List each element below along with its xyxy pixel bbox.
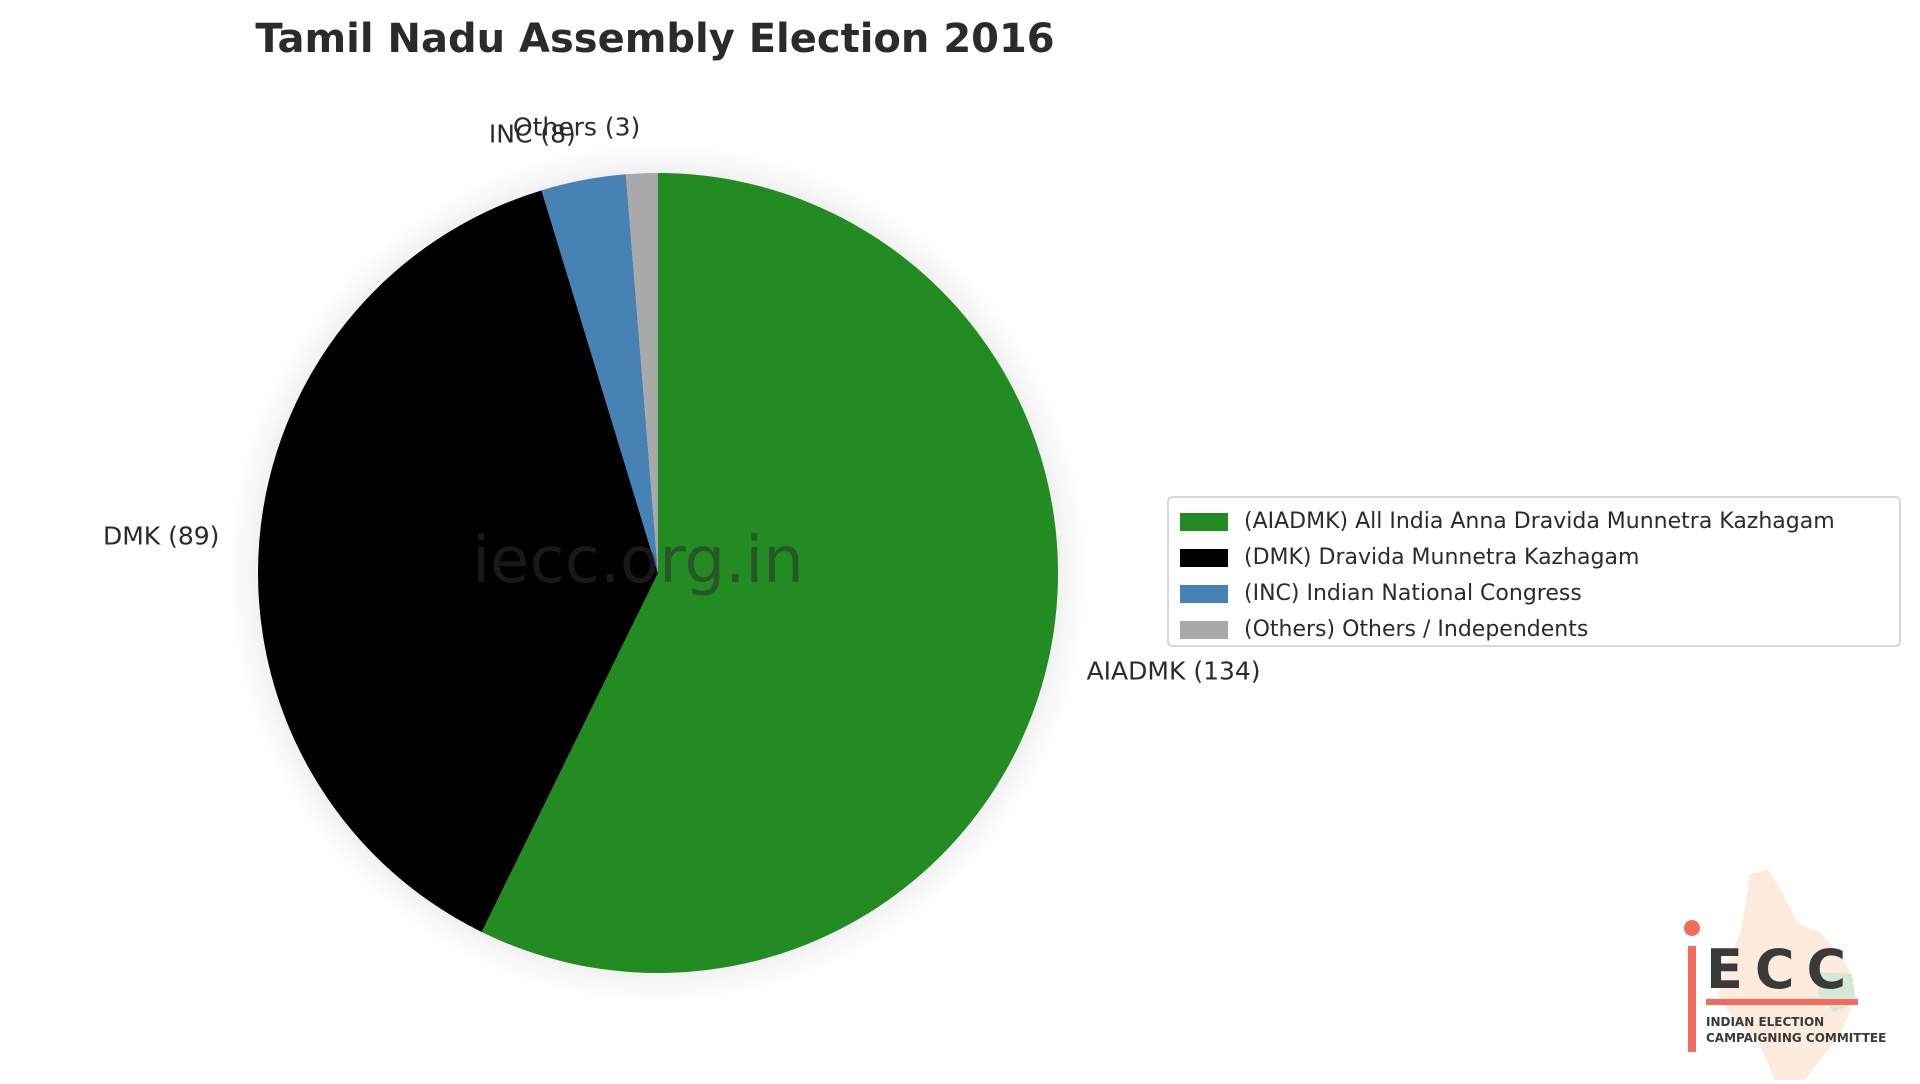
iecc-logo: ECC INDIAN ELECTION CAMPAIGNING COMMITTE… <box>1684 870 1886 1084</box>
chart-title: Tamil Nadu Assembly Election 2016 <box>255 16 1054 62</box>
pie-slices <box>258 173 1058 974</box>
slice-label-others: Others (3) <box>513 112 640 141</box>
legend-label-dmk: (DMK) Dravida Munnetra Kazhagam <box>1244 545 1639 570</box>
legend-swatch-dmk <box>1180 549 1228 567</box>
legend-label-others: (Others) Others / Independents <box>1244 617 1588 642</box>
slice-label-dmk: DMK (89) <box>103 522 219 551</box>
legend-items: (AIADMK) All India Anna Dravida Munnetra… <box>1180 509 1835 642</box>
legend-frame <box>1167 496 1901 647</box>
pie-slice-dmk <box>258 190 658 933</box>
slice-label-inc: INC (8) <box>489 120 576 149</box>
logo-underline <box>1706 999 1858 1005</box>
pie-labels: AIADMK (134) DMK (89) INC (8)Others (3) <box>103 112 1261 685</box>
legend-label-aiadmk: (AIADMK) All India Anna Dravida Munnetra… <box>1244 509 1835 534</box>
logo-line2: CAMPAIGNING COMMITTEE <box>1706 1031 1886 1045</box>
legend: (AIADMK) All India Anna Dravida Munnetra… <box>1167 496 1901 647</box>
logo-map-silhouette <box>1718 870 1854 1084</box>
logo-i-stem <box>1688 946 1696 1052</box>
logo-wordmark: ECC <box>1706 938 1858 1001</box>
logo-i-dot <box>1684 920 1700 936</box>
logo-line1: INDIAN ELECTION <box>1706 1015 1824 1029</box>
legend-swatch-inc <box>1180 585 1228 603</box>
legend-label-inc: (INC) Indian National Congress <box>1244 581 1582 606</box>
legend-swatch-others <box>1180 621 1228 639</box>
pie-slice-others <box>625 173 658 573</box>
pie-slice-aiadmk <box>481 173 1058 974</box>
slice-label-aiadmk: AIADMK (134) <box>1087 657 1261 686</box>
legend-swatch-aiadmk <box>1180 513 1228 531</box>
watermark: iecc.org.in <box>472 524 804 598</box>
pie-slice-inc <box>541 174 658 574</box>
